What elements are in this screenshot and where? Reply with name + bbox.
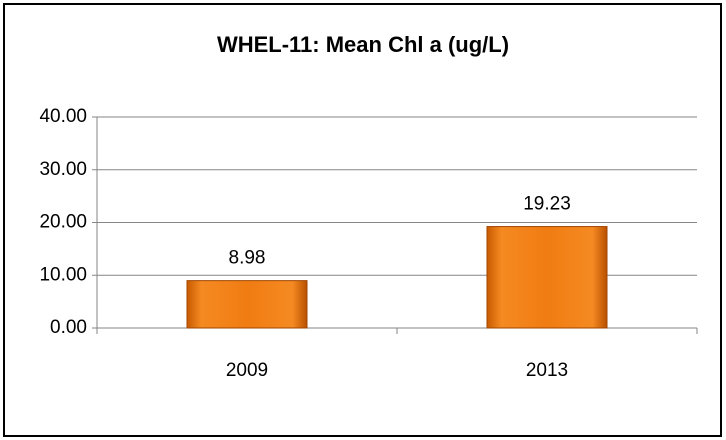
y-tick-label: 40.00 <box>39 106 87 127</box>
value-label: 8.98 <box>229 248 266 269</box>
x-tick-label: 2009 <box>226 360 268 381</box>
bar <box>186 280 308 329</box>
value-label: 19.23 <box>523 194 571 215</box>
y-tick-label: 30.00 <box>39 159 87 180</box>
y-tick-label: 10.00 <box>39 264 87 285</box>
bar <box>486 226 608 329</box>
x-tick-label: 2013 <box>526 360 568 381</box>
y-tick-label: 20.00 <box>39 212 87 233</box>
y-tick-label: 0.00 <box>50 317 87 338</box>
chart-frame <box>3 3 722 437</box>
chart-title: WHEL-11: Mean Chl a (ug/L) <box>217 32 509 57</box>
